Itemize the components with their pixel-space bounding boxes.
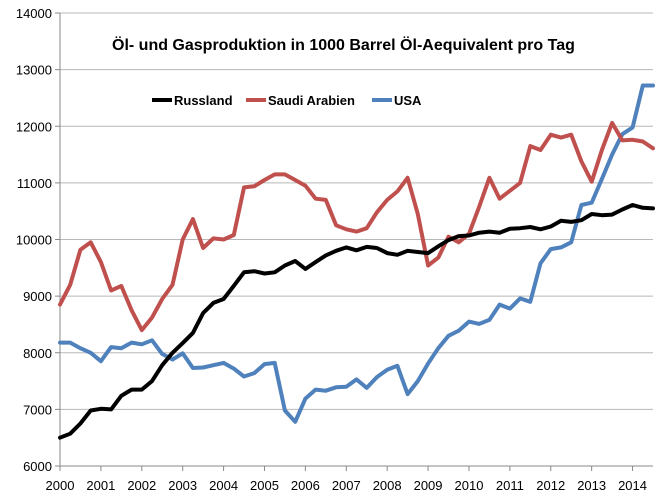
x-tick-label-2006: 2006: [291, 478, 320, 493]
legend: Russland Saudi Arabien USA: [152, 93, 422, 108]
y-tick-label-7000: 7000: [23, 402, 52, 417]
x-tick-label-2013: 2013: [577, 478, 606, 493]
x-tick-label-2003: 2003: [168, 478, 197, 493]
x-tick-label-2001: 2001: [86, 478, 115, 493]
series-lines: [58, 83, 655, 440]
y-tick-label-8000: 8000: [23, 346, 52, 361]
x-tick-label-2008: 2008: [373, 478, 402, 493]
legend-item-usa: USA: [372, 93, 422, 108]
y-tick-label-12000: 12000: [16, 119, 52, 134]
x-tick-label-2002: 2002: [127, 478, 156, 493]
chart-title: Öl- und Gasproduktion in 1000 Barrel Öl-…: [112, 35, 575, 54]
y-tick-label-9000: 9000: [23, 289, 52, 304]
x-tick-label-2014: 2014: [618, 478, 647, 493]
y-tick-label-14000: 14000: [16, 6, 52, 21]
series-line-russland: [58, 203, 655, 440]
legend-item-saudi-arabien: Saudi Arabien: [246, 93, 355, 108]
x-tick-label-2000: 2000: [46, 478, 75, 493]
x-tick-label-2007: 2007: [332, 478, 361, 493]
legend-item-russland: Russland: [152, 93, 233, 108]
series-line-saudi-arabien: [58, 120, 655, 333]
y-tick-label-13000: 13000: [16, 63, 52, 78]
x-tick-label-2009: 2009: [414, 478, 443, 493]
grid-lines: [60, 12, 653, 467]
x-tick-label-2005: 2005: [250, 478, 279, 493]
y-tick-label-10000: 10000: [16, 233, 52, 248]
legend-label-usa: USA: [394, 93, 422, 108]
x-tick-label-2012: 2012: [536, 478, 565, 493]
legend-label-saudi-arabien: Saudi Arabien: [268, 93, 355, 108]
x-tick-label-2004: 2004: [209, 478, 238, 493]
series-line-usa: [58, 83, 655, 424]
axes: [55, 12, 653, 471]
y-axis-tick-labels: 6000 7000 8000 9000 10000 11000 12000 13000 1400…: [16, 6, 52, 474]
x-tick-label-2010: 2010: [455, 478, 484, 493]
y-tick-label-6000: 6000: [23, 459, 52, 474]
legend-label-russland: Russland: [174, 93, 233, 108]
x-tick-label-2011: 2011: [496, 478, 524, 493]
x-axis-tick-labels: 2000 2001 2002 2003 2004 2005 2006 2007 2008 2009…: [46, 478, 647, 493]
y-tick-label-11000: 11000: [17, 176, 52, 191]
